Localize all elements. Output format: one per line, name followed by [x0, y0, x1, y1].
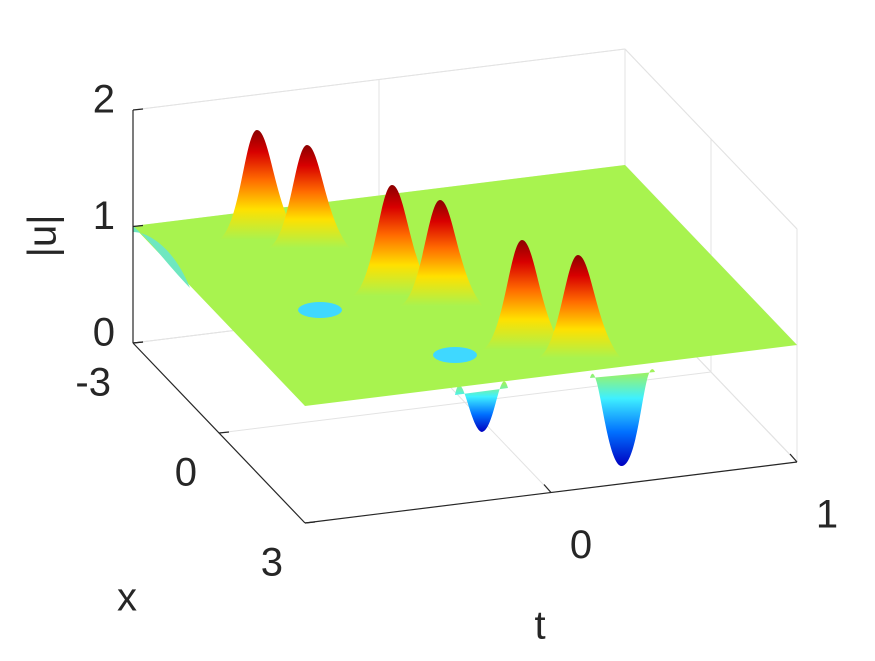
axes: 0 1 2 -3 0 3 0 1 — [75, 78, 838, 585]
x-tick — [543, 484, 552, 493]
surface — [133, 130, 797, 467]
y-axis-label: x — [117, 576, 137, 620]
y-tick — [218, 431, 230, 434]
z-tick-label: 0 — [93, 311, 115, 355]
y-tick-label: 3 — [261, 541, 283, 585]
y-tick-label: -3 — [75, 361, 111, 405]
y-tick — [132, 341, 144, 344]
y-axis — [132, 342, 306, 524]
y-tick-label: 0 — [175, 451, 197, 495]
x-tick-label: 0 — [570, 523, 592, 567]
z-axis-label: |u| — [21, 214, 65, 257]
z-tick — [132, 108, 144, 111]
x-axis-label: t — [534, 604, 545, 648]
x-tick-label: 1 — [816, 493, 838, 537]
z-tick-label: 2 — [93, 78, 115, 122]
x-tick — [789, 453, 798, 463]
z-tick-label: 1 — [93, 194, 115, 238]
z-tick — [132, 224, 144, 228]
x-axis — [304, 461, 798, 524]
